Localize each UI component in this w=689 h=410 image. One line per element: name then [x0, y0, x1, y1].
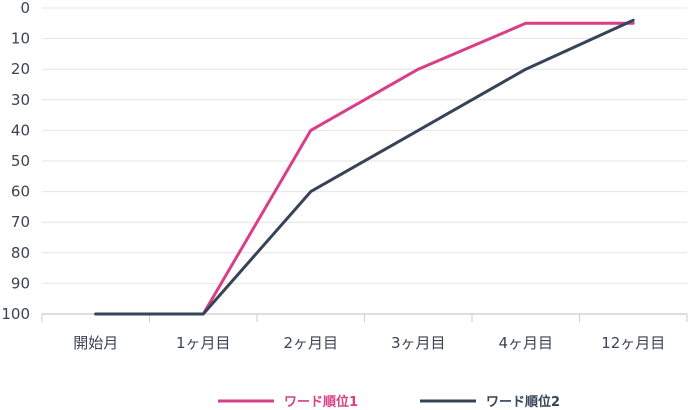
y-tick-label: 60	[11, 183, 30, 201]
y-tick-label: 0	[20, 0, 30, 17]
series-line-1	[94, 21, 635, 316]
y-tick-label: 40	[11, 121, 30, 139]
y-tick-label: 70	[11, 213, 30, 231]
y-tick-label: 50	[11, 152, 30, 170]
y-axis: 0 10 20 30 40 50 60 70 80 90 100	[1, 0, 30, 323]
x-tick-label: 2ヶ月目	[283, 334, 338, 352]
legend-label-1: ワード順位1	[284, 394, 358, 410]
y-tick-label: 10	[11, 30, 30, 48]
x-tick-label: 12ヶ月目	[601, 334, 665, 352]
series-line-2	[94, 18, 635, 316]
x-tick-label: 1ヶ月目	[176, 334, 231, 352]
grid-lines	[42, 7, 687, 284]
y-tick-label: 100	[1, 305, 30, 323]
legend: ワード順位1 ワード順位2	[218, 394, 560, 410]
legend-label-2: ワード順位2	[486, 394, 560, 410]
x-tick-label: 3ヶ月目	[391, 334, 446, 352]
y-tick-label: 20	[11, 60, 30, 78]
x-axis: 開始月 1ヶ月目 2ヶ月目 3ヶ月目 4ヶ月目 12ヶ月目	[41, 313, 688, 352]
series-group	[94, 18, 635, 316]
x-tick-label: 4ヶ月目	[498, 334, 553, 352]
y-tick-label: 80	[11, 244, 30, 262]
y-tick-label: 30	[11, 91, 30, 109]
x-tick-label: 開始月	[73, 334, 118, 352]
y-tick-label: 90	[11, 274, 30, 292]
